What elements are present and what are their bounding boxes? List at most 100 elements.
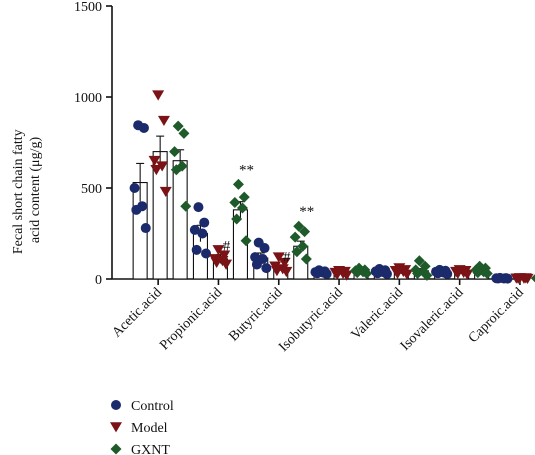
x-tick-label: Acetic.acid <box>110 285 165 340</box>
data-point <box>129 183 140 193</box>
data-point <box>157 115 170 127</box>
data-point <box>212 245 225 256</box>
data-point <box>391 268 404 279</box>
x-tick-label: Isobutyric.acid <box>276 285 346 355</box>
data-point <box>193 202 204 213</box>
data-point <box>232 178 244 190</box>
data-point <box>231 213 243 225</box>
data-point <box>169 146 181 158</box>
data-point <box>278 257 291 269</box>
data-point <box>481 268 493 280</box>
data-point <box>293 220 305 232</box>
data-point <box>532 276 535 281</box>
data-point <box>220 259 233 270</box>
data-point <box>191 244 202 255</box>
data-point <box>156 161 169 172</box>
significance-mark: # <box>283 249 291 265</box>
data-point <box>442 268 453 279</box>
significance-mark: ** <box>239 162 254 178</box>
bar <box>172 160 188 280</box>
data-point <box>148 155 161 167</box>
data-point <box>321 268 332 279</box>
data-point <box>381 268 392 279</box>
data-point <box>138 122 149 133</box>
data-point <box>150 165 163 176</box>
data-point <box>361 268 373 280</box>
y-tick-label: 0 <box>95 273 102 288</box>
x-tick-label: Butyric.acid <box>226 285 285 344</box>
data-point <box>197 228 208 239</box>
data-point <box>172 120 184 132</box>
data-point <box>493 273 504 284</box>
legend-label: GXNT <box>131 443 170 455</box>
annotations-layer: # ** # ** <box>223 162 315 265</box>
legend-label: Model <box>131 421 168 436</box>
data-point <box>512 273 525 285</box>
y-tick-label: 500 <box>81 182 102 197</box>
data-point <box>451 268 464 279</box>
x-tick-label: Propionic.acid <box>157 285 225 353</box>
data-point <box>131 204 142 215</box>
data-point <box>372 268 383 279</box>
data-point <box>291 246 303 258</box>
data-point <box>199 217 210 228</box>
data-point <box>312 268 323 279</box>
legend: Control Model GXNT <box>110 399 174 455</box>
data-point <box>400 269 413 280</box>
legend-label: Control <box>131 399 174 414</box>
y-axis: 0 500 1000 1500 <box>74 0 113 288</box>
data-point <box>210 257 223 269</box>
y-axis-label-line-2: acid content (μg/g) <box>28 137 43 244</box>
y-tick-label: 1500 <box>74 0 102 15</box>
data-point <box>229 197 241 209</box>
legend-marker <box>110 422 122 433</box>
data-point <box>300 253 312 265</box>
points-layer <box>129 90 535 285</box>
legend-marker <box>110 443 122 455</box>
data-point <box>331 269 344 280</box>
data-point <box>297 240 309 252</box>
data-point <box>140 223 151 234</box>
significance-mark: # <box>223 238 231 254</box>
significance-mark: ** <box>299 204 314 220</box>
data-point <box>170 164 182 176</box>
data-point <box>218 250 231 261</box>
y-axis-label: Fecal short chain fatty acid content (μg… <box>11 126 43 254</box>
data-point <box>412 268 424 280</box>
data-point <box>152 90 165 101</box>
data-point <box>189 224 200 235</box>
data-point <box>299 226 311 238</box>
data-point <box>201 248 212 259</box>
data-point <box>236 202 248 214</box>
data-point <box>280 266 293 278</box>
data-point <box>351 267 363 279</box>
data-point <box>270 266 283 277</box>
data-point <box>159 186 172 198</box>
data-point <box>251 259 262 270</box>
data-point <box>502 273 513 284</box>
x-tick-label: Valeric.acid <box>349 285 407 343</box>
x-tick-label: Isovaleric.acid <box>398 285 467 354</box>
data-point <box>240 235 252 247</box>
x-tick-label: Caproic.acid <box>466 285 527 346</box>
data-point <box>521 273 534 285</box>
data-point <box>289 231 301 243</box>
data-point <box>238 191 250 203</box>
data-point <box>180 200 192 212</box>
data-point <box>421 269 433 281</box>
data-point <box>272 252 285 263</box>
data-point <box>472 267 484 279</box>
data-point <box>461 269 474 280</box>
data-point <box>259 243 270 254</box>
data-point <box>178 127 190 139</box>
data-point <box>413 255 425 267</box>
y-tick-label: 1000 <box>74 91 102 106</box>
data-point <box>261 263 272 274</box>
y-axis-label-line-1: Fecal short chain fatty <box>11 129 26 254</box>
legend-marker <box>111 400 121 410</box>
data-point <box>432 268 443 279</box>
bars-layer <box>132 135 535 280</box>
data-point <box>340 270 353 281</box>
